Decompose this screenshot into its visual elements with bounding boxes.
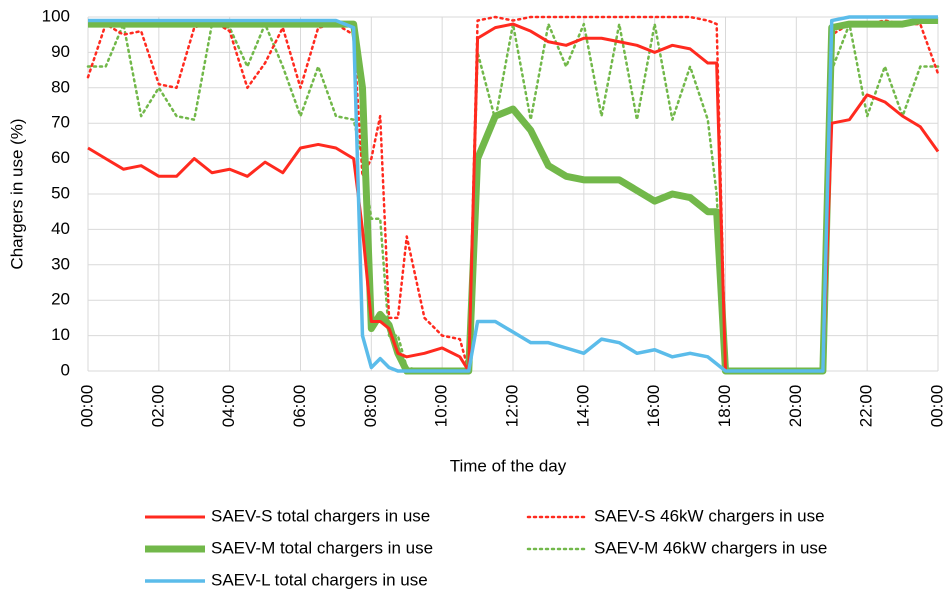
- x-tick-label: 20:00: [786, 385, 805, 428]
- series-line: [88, 15, 938, 373]
- y-tick-label: 100: [42, 6, 70, 25]
- lines: [86, 15, 940, 375]
- grid: [87, 16, 939, 372]
- x-tick-label: 22:00: [857, 385, 876, 428]
- x-tick-label: 16:00: [644, 385, 663, 428]
- y-tick-label: 60: [51, 148, 70, 167]
- x-axis-title: Time of the day: [450, 456, 567, 475]
- x-tick-label: 06:00: [290, 385, 309, 428]
- legend-label: SAEV-S total chargers in use: [211, 506, 430, 525]
- y-tick-label: 20: [51, 290, 70, 309]
- legend: SAEV-S total chargers in use SAEV-S 46kW …: [145, 506, 827, 589]
- legend-label: SAEV-M total chargers in use: [211, 538, 433, 557]
- y-tick-label: 10: [51, 325, 70, 344]
- y-tick-label: 40: [51, 219, 70, 238]
- x-tick-label: 10:00: [432, 385, 451, 428]
- y-tick-label: 50: [51, 183, 70, 202]
- y-axis-title: Chargers in use (%): [7, 118, 26, 269]
- legend-label: SAEV-L total chargers in use: [211, 570, 428, 589]
- x-tick-label: 12:00: [502, 385, 521, 428]
- x-tick-label: 02:00: [148, 385, 167, 428]
- y-tick-label: 30: [51, 254, 70, 273]
- y-tick-label: 0: [61, 360, 70, 379]
- x-tick-label: 00:00: [77, 385, 96, 428]
- legend-label: SAEV-M 46kW chargers in use: [594, 538, 827, 557]
- y-tick-label: 90: [51, 42, 70, 61]
- x-tick-label: 14:00: [573, 385, 592, 428]
- y-tick-label: 80: [51, 77, 70, 96]
- legend-label: SAEV-S 46kW chargers in use: [594, 506, 825, 525]
- x-tick-label: 18:00: [715, 385, 734, 428]
- x-tick-label: 08:00: [361, 385, 380, 428]
- x-tick-label: 04:00: [219, 385, 238, 428]
- x-tick-label: 00:00: [927, 385, 946, 428]
- y-tick-label: 70: [51, 113, 70, 132]
